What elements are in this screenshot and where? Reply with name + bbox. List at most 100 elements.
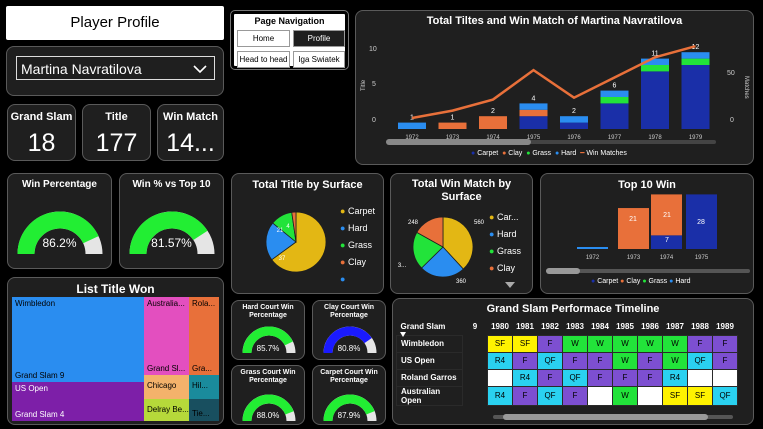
treemap-tie[interactable]: Tie... bbox=[189, 399, 219, 421]
kpi-title-value: 177 bbox=[95, 129, 138, 157]
timeline-cell: F bbox=[512, 385, 538, 406]
timeline-col-header[interactable]: 9 bbox=[462, 318, 488, 335]
treemap-australia[interactable]: Australia... Grand Sl... bbox=[144, 297, 189, 375]
sort-down-icon[interactable] bbox=[400, 332, 406, 337]
kpi-win-match: Win Match 14... bbox=[157, 104, 224, 161]
top10-chart: 1972 1973 1974 1975 21 21 7 28 bbox=[546, 194, 750, 274]
x-tick-1972: 1972 bbox=[405, 135, 419, 141]
titles-wins-chart-card: Total Tiltes and Win Match of Martina Na… bbox=[355, 10, 754, 165]
top10-scrollbar-thumb[interactable] bbox=[546, 268, 580, 274]
win-percentage-gauge bbox=[17, 211, 103, 255]
treemap-us-open[interactable]: US Open Grand Slam 4 bbox=[12, 382, 144, 421]
bar-1974-clay bbox=[479, 116, 507, 129]
pie1-legend-carpet: ● Carpet bbox=[340, 206, 375, 216]
win-top10-label: Win % vs Top 10 bbox=[132, 179, 211, 190]
legend-grass: ● Grass bbox=[526, 150, 552, 157]
pie1-legend-extra: ● bbox=[340, 274, 346, 284]
top10-data-label: 21 bbox=[663, 212, 671, 219]
timeline-row-name: US Open bbox=[396, 351, 463, 370]
grass-court-card: Grass Court Win Percentage 88.0% bbox=[231, 365, 305, 425]
nav-iga-swiatek-button[interactable]: Iga Swiatek bbox=[293, 51, 345, 68]
treemap-title: List Title Won bbox=[76, 282, 155, 296]
top10-bar-1974-carpet bbox=[651, 235, 682, 249]
timeline-cell: F bbox=[637, 351, 663, 370]
timeline-cell: F bbox=[562, 385, 588, 406]
player-select[interactable]: Martina Navratilova bbox=[16, 56, 215, 80]
timeline-cell bbox=[712, 368, 738, 387]
timeline-col-header[interactable]: 1986 bbox=[637, 318, 663, 335]
legend-clay: ● Clay bbox=[502, 150, 523, 157]
treemap-delray[interactable]: Delray Be... bbox=[144, 399, 189, 421]
timeline-cell bbox=[687, 368, 713, 387]
timeline-col-header[interactable]: Grand Slam bbox=[396, 318, 463, 335]
timeline-cell: F bbox=[712, 334, 738, 353]
bar-total-1974: 2 bbox=[491, 108, 495, 115]
win-percentage-value: 86.2% bbox=[42, 236, 77, 250]
timeline-col-header[interactable]: 1981 bbox=[512, 318, 538, 335]
gauge-fill bbox=[242, 394, 294, 422]
y-tick-5: 5 bbox=[372, 81, 376, 88]
timeline-cell: F bbox=[537, 334, 563, 353]
timeline-cell: W bbox=[637, 334, 663, 353]
chart-scrollbar-thumb[interactable] bbox=[386, 139, 531, 145]
kpi-grand-slam-value: 18 bbox=[27, 129, 56, 157]
timeline-cell: R4 bbox=[487, 351, 513, 370]
x-tick-1978: 1978 bbox=[648, 135, 662, 141]
timeline-cell: SF bbox=[662, 385, 688, 406]
y2-tick-0: 0 bbox=[730, 117, 734, 124]
top10-card: Top 10 Win 1972 1973 1974 1975 21 21 7 28 ● Car… bbox=[540, 173, 754, 294]
top10-x-tick-1975: 1975 bbox=[695, 255, 709, 261]
timeline-cell: F bbox=[587, 351, 613, 370]
nav-profile-button[interactable]: Profile bbox=[293, 30, 345, 47]
top10-legend-clay: ● Clay bbox=[620, 278, 641, 285]
hard-court-card: Hard Court Win Percentage 85.7% bbox=[231, 300, 305, 360]
top10-title: Top 10 Win bbox=[618, 179, 676, 191]
timeline-col-header[interactable]: 1989 bbox=[712, 318, 738, 335]
timeline-col-header[interactable]: 1984 bbox=[587, 318, 613, 335]
pie2-legend-hard: ● Hard bbox=[489, 229, 517, 239]
timeline-col-header[interactable]: 1988 bbox=[687, 318, 713, 335]
x-tick-1979: 1979 bbox=[689, 135, 703, 141]
pie-slice-carpet bbox=[271, 211, 327, 273]
treemap-wimbledon[interactable]: Wimbledon Grand Slam 9 bbox=[12, 297, 144, 382]
treemap-hil[interactable]: Hil... bbox=[189, 375, 219, 399]
timeline-scrollbar-thumb[interactable] bbox=[503, 414, 708, 420]
gauge-fill bbox=[129, 211, 208, 255]
win-top10-card: Win % vs Top 10 81.57% bbox=[119, 173, 224, 269]
carpet-court-value: 87.9% bbox=[337, 411, 361, 420]
treemap-rola[interactable]: Rola... Gra... bbox=[189, 297, 219, 375]
bar-1978-hard bbox=[641, 58, 669, 65]
bar-1979-carpet bbox=[681, 65, 710, 129]
nav-home-button[interactable]: Home bbox=[237, 30, 290, 47]
timeline-col-header[interactable]: 1980 bbox=[487, 318, 513, 335]
pie1-legend: ● Carpet ● Hard ● Grass ● Clay ● bbox=[340, 203, 375, 288]
timeline-cell bbox=[637, 385, 663, 406]
timeline-cell: R4 bbox=[512, 368, 538, 387]
top10-bar-1975-carpet bbox=[686, 194, 717, 249]
pie1-legend-grass: ● Grass bbox=[340, 240, 372, 250]
timeline-cell: W bbox=[587, 334, 613, 353]
titles-wins-chart: Title Matches 0 5 10 0 50 11972119732197… bbox=[361, 44, 749, 145]
bar-total-1978: 11 bbox=[651, 51, 658, 58]
timeline-col-header[interactable]: 1982 bbox=[537, 318, 563, 335]
nav-head-to-head-button[interactable]: Head to head bbox=[237, 51, 290, 68]
pie-label: 3... bbox=[398, 263, 407, 269]
legend-scroll-down-icon[interactable] bbox=[505, 282, 515, 289]
timeline-col-header[interactable]: 1987 bbox=[662, 318, 688, 335]
timeline-col-header[interactable]: 1985 bbox=[612, 318, 638, 335]
top10-scrollbar[interactable] bbox=[546, 269, 750, 273]
treemap-chicago[interactable]: Chicago bbox=[144, 375, 189, 399]
timeline-cell: W bbox=[612, 351, 638, 370]
chevron-down-icon bbox=[193, 65, 207, 74]
pie1-legend-hard: ● Hard bbox=[340, 223, 368, 233]
timeline-row-name: Wimbledon bbox=[396, 334, 463, 353]
timeline-cell bbox=[587, 385, 613, 406]
win-top10-value: 81.57% bbox=[151, 236, 192, 250]
timeline-cell: W bbox=[662, 334, 688, 353]
timeline-col-header[interactable]: 1983 bbox=[562, 318, 588, 335]
bar-total-1975: 4 bbox=[532, 95, 536, 102]
kpi-win-match-value: 14... bbox=[166, 129, 215, 157]
win-percentage-label: Win Percentage bbox=[22, 179, 97, 190]
timeline-scrollbar[interactable] bbox=[493, 414, 733, 420]
titles-won-treemap-card: List Title Won Wimbledon Grand Slam 9 US … bbox=[7, 277, 224, 425]
